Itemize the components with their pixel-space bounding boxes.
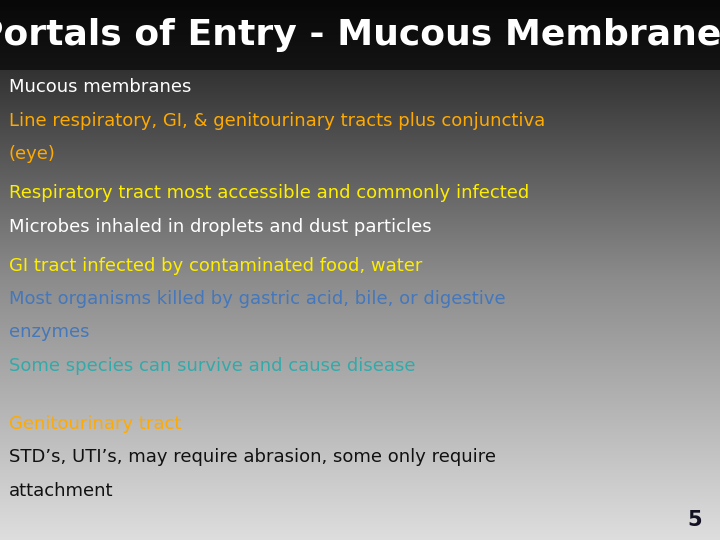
- Text: Microbes inhaled in droplets and dust particles: Microbes inhaled in droplets and dust pa…: [9, 218, 431, 235]
- Text: GI tract infected by contaminated food, water: GI tract infected by contaminated food, …: [9, 256, 422, 274]
- Text: STD’s, UTI’s, may require abrasion, some only require: STD’s, UTI’s, may require abrasion, some…: [9, 448, 495, 466]
- Text: enzymes: enzymes: [9, 323, 89, 341]
- Text: Mucous membranes: Mucous membranes: [9, 78, 191, 96]
- Text: Some species can survive and cause disease: Some species can survive and cause disea…: [9, 357, 415, 375]
- Text: Portals of Entry - Mucous Membranes: Portals of Entry - Mucous Membranes: [0, 18, 720, 52]
- Text: Respiratory tract most accessible and commonly infected: Respiratory tract most accessible and co…: [9, 184, 529, 202]
- Text: (eye): (eye): [9, 145, 55, 163]
- Text: Most organisms killed by gastric acid, bile, or digestive: Most organisms killed by gastric acid, b…: [9, 290, 505, 308]
- Text: Genitourinary tract: Genitourinary tract: [9, 415, 181, 433]
- Text: Line respiratory, GI, & genitourinary tracts plus conjunctiva: Line respiratory, GI, & genitourinary tr…: [9, 112, 545, 130]
- Bar: [0, 0, 720, 70]
- Text: attachment: attachment: [9, 482, 113, 500]
- Text: 5: 5: [688, 510, 702, 530]
